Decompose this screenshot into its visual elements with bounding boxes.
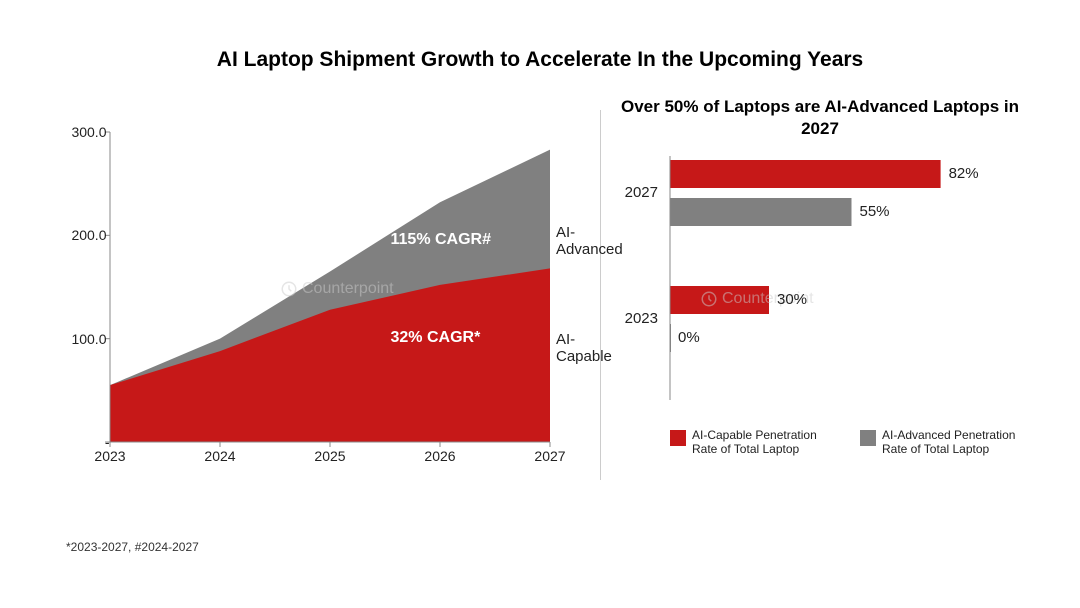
xtick-label: 2027	[534, 448, 565, 464]
bar-value-label: 30%	[777, 291, 807, 308]
area-annotation: 32% CAGR*	[391, 329, 481, 347]
watermark-left: Counterpoint	[280, 280, 394, 298]
bar-advanced	[670, 198, 852, 226]
bar-chart-title: Over 50% of Laptops are AI-Advanced Lapt…	[610, 96, 1030, 140]
panel-divider	[600, 110, 601, 480]
bar-category-label: 2027	[610, 184, 658, 201]
chart-title: AI Laptop Shipment Growth to Accelerate …	[0, 48, 1080, 72]
bar-value-label: 82%	[949, 165, 979, 182]
series-end-label: AI-Capable	[556, 331, 612, 365]
legend-label: AI-Advanced Penetration Rate of Total La…	[882, 428, 1032, 457]
legend-label: AI-Capable Penetration Rate of Total Lap…	[692, 428, 842, 457]
footnote: *2023-2027, #2024-2027	[66, 540, 199, 554]
bar-chart: Counterpoint 202782%55%202330%0%AI-Capab…	[610, 150, 1040, 490]
area-chart-svg	[70, 120, 580, 490]
xtick-label: 2023	[94, 448, 125, 464]
area-annotation: 115% CAGR#	[391, 231, 492, 249]
ytick-label: 200.0	[71, 227, 106, 243]
area-chart: Counterpoint -100.0200.0300.020232024202…	[70, 120, 580, 490]
ytick-label: 300.0	[71, 124, 106, 140]
xtick-label: 2025	[314, 448, 345, 464]
xtick-label: 2024	[204, 448, 235, 464]
bar-capable	[670, 160, 941, 188]
bar-category-label: 2023	[610, 310, 658, 327]
legend-swatch	[670, 430, 686, 446]
bar-value-label: 0%	[678, 329, 700, 346]
bar-value-label: 55%	[860, 203, 890, 220]
legend-swatch	[860, 430, 876, 446]
ytick-label: 100.0	[71, 331, 106, 347]
xtick-label: 2026	[424, 448, 455, 464]
